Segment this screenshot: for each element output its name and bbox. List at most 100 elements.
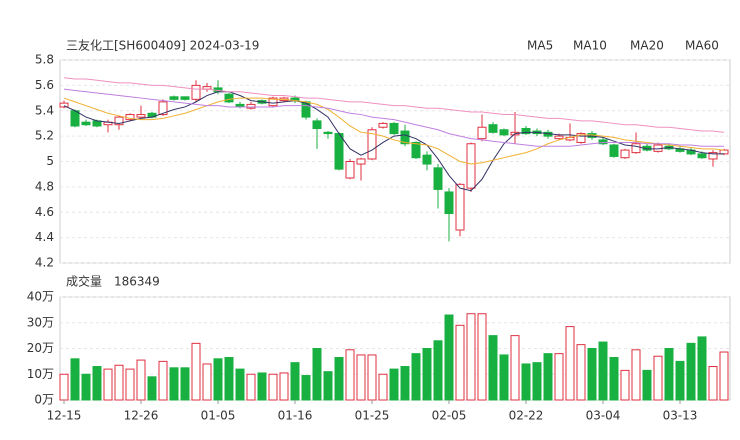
- candle-body: [620, 149, 630, 159]
- candle-body: [400, 130, 410, 145]
- candle-body: [312, 120, 322, 130]
- x-tick-label: 12-15: [47, 409, 82, 423]
- volume-bar: [367, 354, 377, 401]
- volume-bar: [70, 358, 80, 401]
- candle-body: [246, 103, 256, 109]
- candle-body: [323, 131, 333, 135]
- y-tick-label: 20万: [27, 341, 54, 355]
- volume-bar: [422, 348, 432, 401]
- candle-body: [422, 154, 432, 165]
- candle-body: [169, 96, 179, 100]
- volume-bar: [224, 357, 234, 401]
- volume-bar: [620, 369, 630, 401]
- volume-bar: [378, 373, 388, 401]
- volume-bar: [158, 360, 168, 401]
- y-tick-label: 40万: [27, 290, 54, 304]
- volume-bar: [521, 363, 531, 401]
- candle-body: [631, 143, 641, 154]
- volume-bar: [686, 342, 696, 401]
- volume-bar: [257, 372, 267, 401]
- volume-bar: [411, 353, 421, 401]
- y-tick-label: 0万: [34, 393, 54, 407]
- volume-bar: [202, 363, 212, 401]
- candle-body: [598, 139, 608, 145]
- candle-body: [708, 152, 718, 160]
- candle-body: [114, 116, 124, 126]
- volume-bar: [246, 373, 256, 401]
- volume-title: 成交量: [66, 274, 102, 289]
- volume-bar: [169, 367, 179, 401]
- volume-bar: [356, 354, 366, 401]
- volume-bar: [323, 371, 333, 401]
- volume-bar: [587, 348, 597, 401]
- candle-body: [433, 167, 443, 190]
- volume-bar: [576, 344, 586, 401]
- volume-bar: [444, 314, 454, 401]
- volume-bar: [719, 351, 729, 401]
- y-tick-label: 4.8: [35, 179, 54, 193]
- ma-line: [63, 77, 725, 133]
- y-tick-label: 30万: [27, 315, 54, 329]
- candle-body: [554, 135, 564, 140]
- ma-line: [63, 88, 724, 147]
- candle-body: [719, 149, 729, 155]
- legend-label: MA20: [630, 39, 664, 53]
- y-tick-label: 5: [46, 154, 54, 168]
- ma-line: [63, 91, 724, 192]
- candle-body: [59, 102, 69, 108]
- volume-bar: [532, 362, 542, 401]
- volume-bar: [400, 366, 410, 401]
- candle-body: [521, 128, 531, 135]
- candle-body: [499, 129, 509, 136]
- candle-body: [367, 129, 377, 160]
- volume-bar: [675, 360, 685, 401]
- volume-bar: [334, 357, 344, 401]
- x-tick-label: 03-04: [586, 409, 621, 423]
- legend-label: MA5: [527, 39, 553, 53]
- candle-body: [224, 93, 234, 103]
- volume-bar: [125, 368, 135, 401]
- x-tick-label: 01-16: [278, 409, 313, 423]
- volume-bar: [499, 354, 509, 401]
- candle-body: [345, 161, 355, 179]
- candle-body: [697, 153, 707, 159]
- x-tick-label: 01-05: [201, 409, 236, 423]
- legend-label: MA60: [685, 39, 719, 53]
- candle-body: [81, 121, 91, 126]
- volume-bar: [708, 366, 718, 401]
- volume-bar: [598, 341, 608, 401]
- x-tick-label: 03-13: [663, 409, 698, 423]
- y-tick-label: 5.2: [35, 129, 54, 143]
- y-tick-label: 4.6: [35, 205, 54, 219]
- volume-bar: [301, 375, 311, 401]
- candle-body: [576, 133, 586, 143]
- volume-bar: [433, 340, 443, 401]
- volume-bar: [609, 357, 619, 401]
- candle-body: [444, 191, 454, 215]
- volume-bar: [59, 373, 69, 401]
- candle-body: [268, 97, 278, 107]
- candle-body: [334, 133, 344, 170]
- volume-bar: [466, 313, 476, 401]
- y-tick-label: 4.2: [35, 256, 54, 270]
- volume-bar: [92, 366, 102, 401]
- volume-bar: [136, 359, 146, 401]
- volume-bar: [147, 376, 157, 401]
- candle-body: [136, 114, 146, 118]
- volume-bar: [653, 355, 663, 401]
- volume-bar: [103, 368, 113, 401]
- volume-bar: [565, 326, 575, 401]
- x-tick-label: 01-25: [355, 409, 390, 423]
- volume-bar: [510, 335, 520, 401]
- volume-bar: [213, 358, 223, 401]
- candle-body: [411, 141, 421, 159]
- candle-body: [180, 96, 190, 100]
- candle-body: [389, 122, 399, 135]
- volume-bar: [279, 372, 289, 401]
- candle-body: [356, 158, 366, 165]
- x-tick-label: 02-05: [432, 409, 467, 423]
- volume-latest: 186349: [114, 275, 160, 289]
- y-tick-label: 4.4: [35, 230, 54, 244]
- volume-bar: [180, 367, 190, 401]
